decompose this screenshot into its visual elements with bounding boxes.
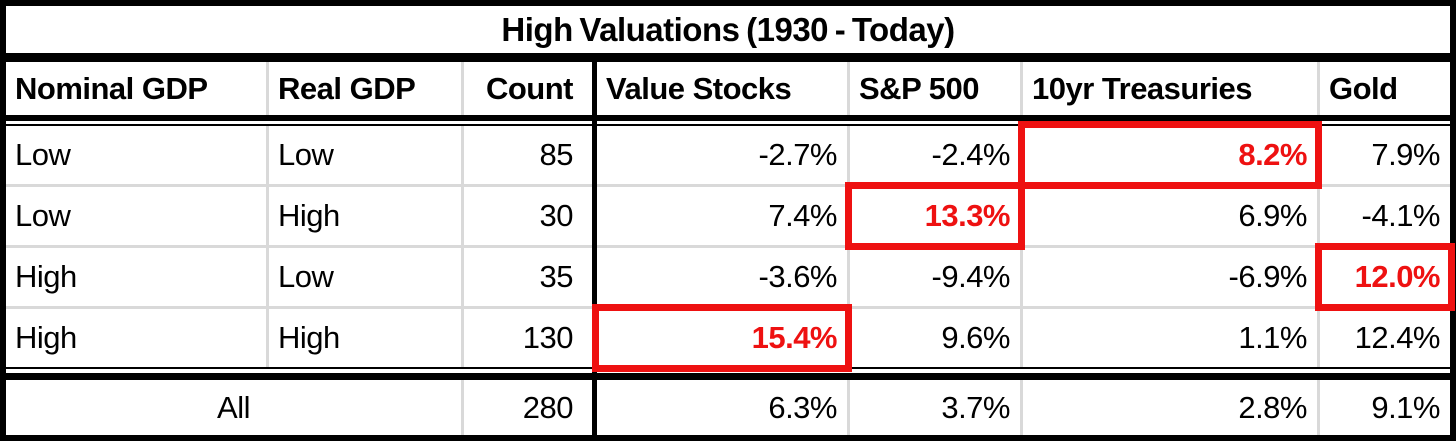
cell-sp500: -2.4% <box>850 126 1023 187</box>
cell-real-gdp: High <box>269 187 464 248</box>
cell-all-label: All <box>6 380 464 435</box>
header-count: Count <box>485 70 574 106</box>
cell-count: 30 <box>464 187 597 248</box>
highlighted-cell-value-stocks: 15.4% <box>592 304 852 372</box>
table-row: High Low 35 -3.6% -9.4% -6.9% 12.0% <box>6 243 1455 311</box>
highlighted-cell-gold: 12.0% <box>1315 243 1455 311</box>
cell-real-gdp: High <box>269 309 464 367</box>
table-row: High High 130 15.4% 9.6% 1.1% 12.4% <box>6 304 1450 372</box>
cell-count: 85 <box>464 126 597 187</box>
cell-sp500: 9.6% <box>850 309 1023 367</box>
header-gold: Gold <box>1329 70 1398 106</box>
table-row: Low High 30 7.4% 13.3% 6.9% -4.1% <box>6 182 1450 250</box>
cell-count: 35 <box>464 248 597 309</box>
title-divider <box>6 53 1450 62</box>
header-divider <box>6 115 1450 126</box>
cell-value-stocks: 6.3% <box>597 380 850 435</box>
cell-gold: 7.9% <box>1320 126 1450 187</box>
header-10yr-treasuries: 10yr Treasuries <box>1023 62 1320 115</box>
total-divider <box>6 367 1450 380</box>
highlighted-cell-sp500: 13.3% <box>845 182 1025 250</box>
cell-real-gdp: Low <box>269 248 464 309</box>
cell-sp500: 3.7% <box>850 380 1023 435</box>
cell-count: 280 <box>522 389 574 425</box>
cell-nominal-gdp: High <box>6 248 269 309</box>
cell-treasuries: 6.9% <box>1023 187 1320 248</box>
header-real-gdp: Real GDP <box>269 62 464 115</box>
count-column-heavy-divider <box>592 62 597 435</box>
cell-treasuries: 1.1% <box>1023 309 1320 367</box>
cell-gold: -4.1% <box>1320 187 1450 248</box>
header-value-stocks: Value Stocks <box>597 62 850 115</box>
cell-sp500: -9.4% <box>850 248 1023 309</box>
cell-value-stocks: -2.7% <box>597 126 850 187</box>
header-nominal-gdp: Nominal GDP <box>6 62 269 115</box>
cell-nominal-gdp: Low <box>6 187 269 248</box>
cell-gold: 12.4% <box>1354 320 1441 355</box>
header-sp500: S&P 500 <box>850 62 1023 115</box>
total-row: All 280 6.3% 3.7% 2.8% 9.1% <box>6 380 1450 435</box>
cell-real-gdp: Low <box>269 126 464 187</box>
cell-nominal-gdp: Low <box>6 126 269 187</box>
cell-gold: 9.1% <box>1371 389 1440 425</box>
cell-value-stocks: -3.6% <box>597 248 850 309</box>
cell-nominal-gdp: High <box>6 309 269 367</box>
table-row: Low Low 85 -2.7% -2.4% 8.2% 7.9% <box>6 121 1450 189</box>
cell-value-stocks: 7.4% <box>597 187 850 248</box>
highlighted-cell-treasuries: 8.2% <box>1018 121 1322 189</box>
header-row: Nominal GDP Real GDP Count Value Stocks … <box>6 62 1450 115</box>
table-title: High Valuations (1930 - Today) <box>501 10 955 48</box>
cell-count: 130 <box>522 320 574 355</box>
cell-treasuries: 2.8% <box>1023 380 1320 435</box>
cell-treasuries: -6.9% <box>1023 248 1320 309</box>
